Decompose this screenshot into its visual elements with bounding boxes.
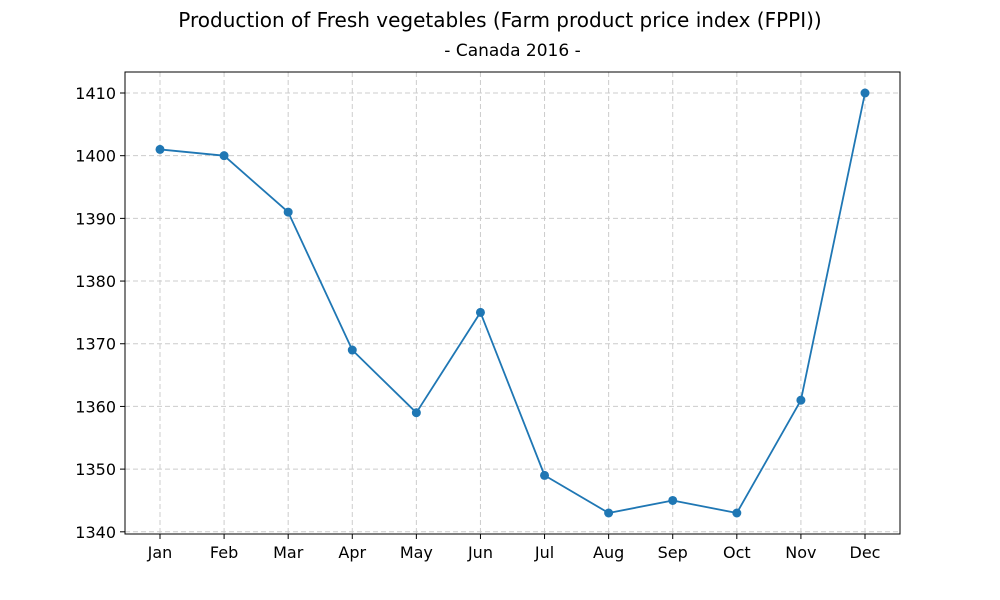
- data-point-nov: [796, 395, 806, 405]
- grid: [125, 72, 900, 534]
- y-tick-label: 1390: [75, 209, 116, 228]
- x-tick-label: Jan: [147, 543, 173, 562]
- data-point-feb: [219, 151, 229, 161]
- y-tick-label: 1360: [75, 397, 116, 416]
- x-tick-label: Apr: [338, 543, 366, 562]
- data-point-oct: [732, 508, 742, 518]
- data-point-aug: [604, 508, 614, 518]
- y-tick-label: 1410: [75, 84, 116, 103]
- y-axis: 1340 1350 1360 1370 1380 1390 1400 1410: [75, 84, 125, 542]
- series-layer: [155, 88, 870, 518]
- data-point-dec: [860, 88, 870, 98]
- x-tick-label: Feb: [210, 543, 238, 562]
- x-tick-label: Mar: [273, 543, 304, 562]
- y-tick-label: 1380: [75, 272, 116, 291]
- y-tick-label: 1370: [75, 335, 116, 354]
- y-tick-label: 1350: [75, 460, 116, 479]
- data-point-may: [411, 408, 421, 418]
- x-tick-label: Nov: [785, 543, 816, 562]
- data-point-apr: [347, 345, 357, 355]
- x-axis: Jan Feb Mar Apr May Jun Jul Aug Sep Oct Nov Dec: [147, 534, 881, 562]
- data-point-mar: [283, 207, 293, 217]
- x-tick-label: Jul: [534, 543, 554, 562]
- data-point-jan: [155, 144, 165, 154]
- data-point-jul: [540, 470, 550, 480]
- x-tick-label: Dec: [850, 543, 881, 562]
- x-tick-label: Jun: [467, 543, 493, 562]
- x-tick-label: Sep: [658, 543, 688, 562]
- series-line: [159, 92, 866, 514]
- x-tick-label: May: [400, 543, 433, 562]
- x-tick-label: Oct: [723, 543, 751, 562]
- plot-frame: [124, 71, 901, 535]
- y-tick-label: 1340: [75, 523, 116, 542]
- chart-title: Production of Fresh vegetables (Farm pro…: [178, 8, 822, 32]
- chart-subtitle: - Canada 2016 -: [444, 41, 581, 61]
- y-tick-label: 1400: [75, 147, 116, 166]
- data-point-jun: [475, 307, 485, 317]
- data-point-sep: [668, 495, 678, 505]
- x-tick-label: Aug: [593, 543, 624, 562]
